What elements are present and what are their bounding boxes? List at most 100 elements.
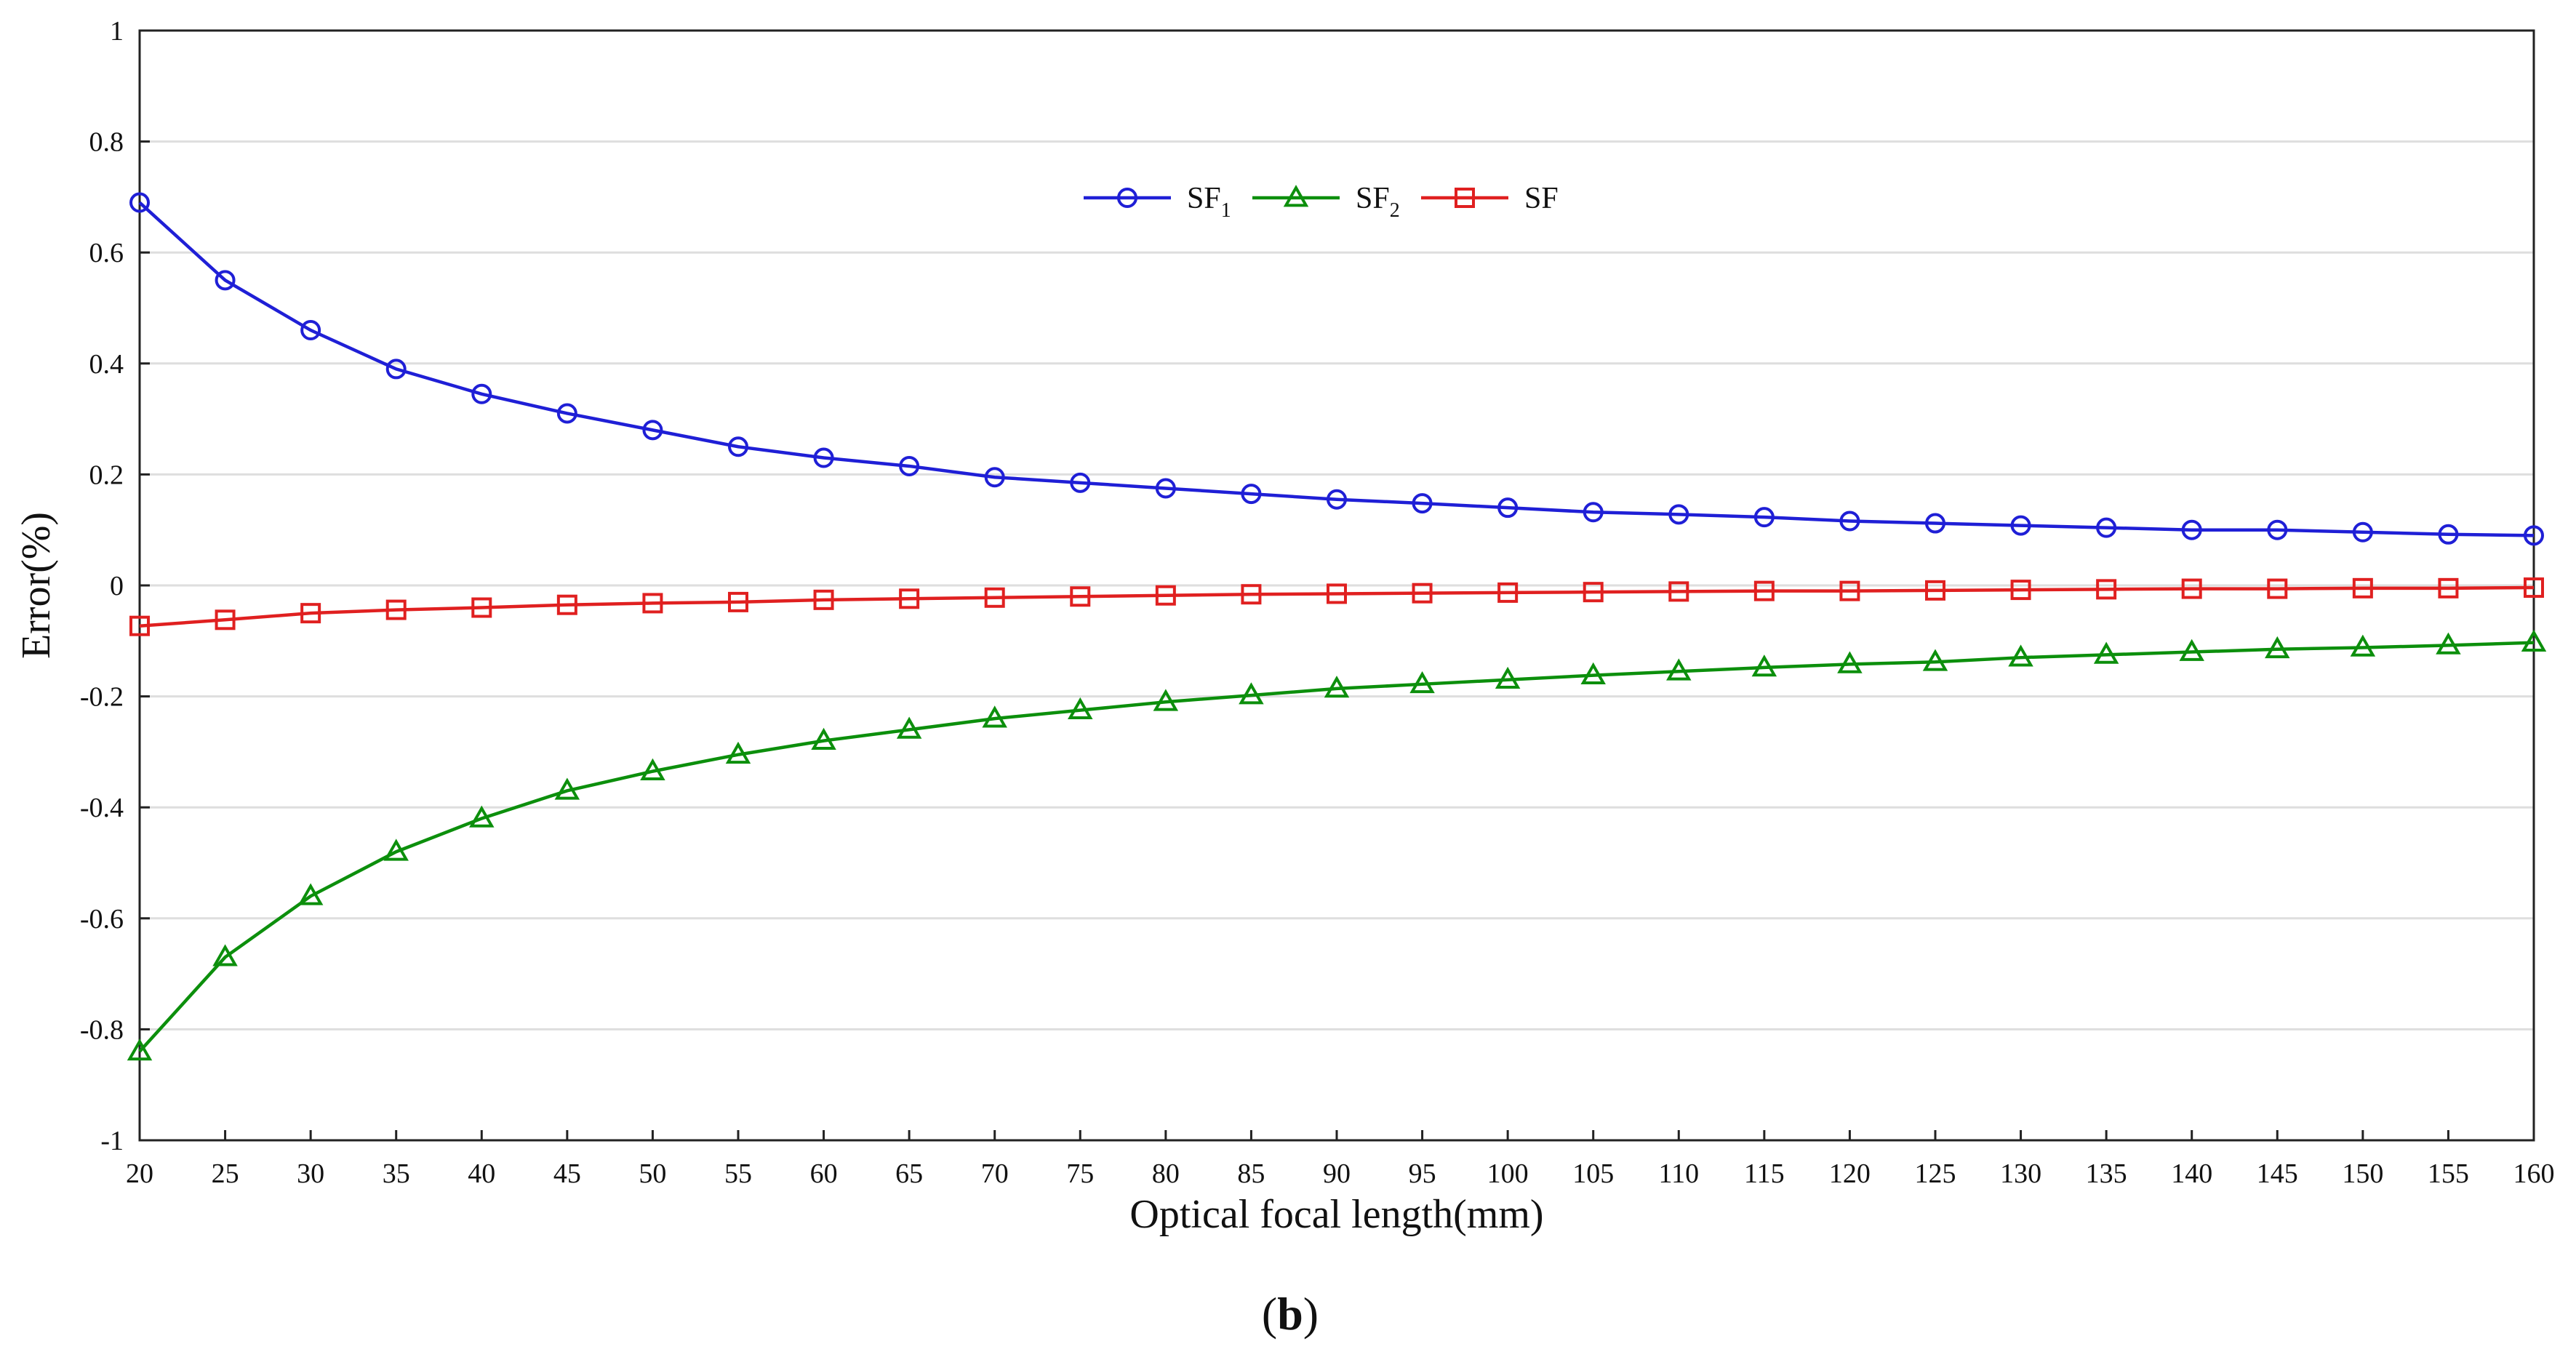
data-point xyxy=(2267,519,2288,540)
data-point xyxy=(728,436,748,457)
data-point xyxy=(1666,658,1692,681)
data-point xyxy=(2008,644,2033,667)
data-point xyxy=(2181,578,2202,599)
data-point xyxy=(2096,579,2117,600)
series-1 xyxy=(129,192,2544,546)
data-point xyxy=(297,883,324,905)
data-point xyxy=(1583,502,1604,523)
x-tick-label: 55 xyxy=(724,1158,752,1189)
data-point xyxy=(2438,577,2459,599)
data-point xyxy=(1327,583,1347,604)
data-point xyxy=(2181,519,2202,540)
legend-label: SF2 xyxy=(1356,182,1400,222)
legend-label: SF xyxy=(1524,182,1559,215)
x-tick-label: 145 xyxy=(2257,1158,2298,1189)
data-point xyxy=(1497,582,1519,603)
legend: SF1 SF2 SF xyxy=(1084,182,1559,222)
x-tick-label: 95 xyxy=(1409,1158,1436,1189)
series-2 xyxy=(127,629,2547,1061)
x-axis-title: Optical focal length(mm) xyxy=(1129,1192,1543,1237)
data-point xyxy=(1580,662,1606,684)
data-point xyxy=(2521,629,2547,652)
x-tick-label: 70 xyxy=(981,1158,1009,1189)
data-point xyxy=(984,587,1005,608)
data-point xyxy=(1155,585,1176,606)
data-point xyxy=(1497,497,1519,519)
x-tick-label: 90 xyxy=(1323,1158,1351,1189)
data-point xyxy=(212,944,238,966)
y-tick-label: -0.2 xyxy=(80,682,124,713)
legend-marker xyxy=(1117,188,1137,208)
series-layer xyxy=(127,192,2547,1061)
x-tick-label: 140 xyxy=(2171,1158,2212,1189)
x-tick-label: 160 xyxy=(2513,1158,2555,1189)
data-point xyxy=(2524,525,2544,546)
data-point xyxy=(1753,507,1775,528)
data-point xyxy=(556,403,577,424)
x-tick-label: 75 xyxy=(1066,1158,1094,1189)
y-tick-label: -0.6 xyxy=(80,904,124,934)
x-tick-label: 50 xyxy=(639,1158,666,1189)
data-point xyxy=(1837,651,1863,673)
data-point xyxy=(1668,504,1689,525)
data-point xyxy=(469,805,495,828)
data-point xyxy=(385,599,407,620)
data-point xyxy=(728,591,748,612)
data-point xyxy=(385,359,407,380)
data-point xyxy=(129,615,150,636)
data-point xyxy=(2096,517,2117,538)
x-tick-label: 110 xyxy=(1658,1158,1699,1189)
x-tick-label: 120 xyxy=(1829,1158,1871,1189)
data-point xyxy=(1751,655,1777,677)
x-tick-label: 65 xyxy=(895,1158,923,1189)
legend-label: SF1 xyxy=(1187,182,1231,222)
data-point xyxy=(642,593,663,614)
data-point xyxy=(471,383,492,404)
data-point xyxy=(1241,584,1262,605)
data-point xyxy=(640,758,665,780)
data-point xyxy=(899,588,920,609)
data-point xyxy=(982,705,1007,728)
data-point xyxy=(642,420,663,441)
data-point xyxy=(1412,583,1433,604)
data-point xyxy=(811,727,836,750)
data-point xyxy=(383,838,409,861)
data-point xyxy=(813,589,834,610)
data-point xyxy=(554,777,580,800)
y-axis-title: Error(%) xyxy=(14,512,59,659)
data-point xyxy=(300,320,321,341)
legend-marker xyxy=(1283,185,1309,207)
data-point xyxy=(1412,493,1433,514)
subfigure-label: (b) xyxy=(1262,1288,1319,1340)
data-point xyxy=(2352,521,2373,543)
data-point xyxy=(127,1038,153,1061)
data-point xyxy=(1239,682,1264,705)
data-point xyxy=(2093,641,2119,664)
y-tick-label: 1 xyxy=(110,16,124,47)
data-point xyxy=(215,609,236,631)
data-point xyxy=(1753,580,1775,601)
legend-entry-1: SF1 xyxy=(1084,182,1231,222)
x-tick-label: 115 xyxy=(1744,1158,1785,1189)
data-point xyxy=(129,192,150,213)
data-point xyxy=(2524,577,2544,599)
data-point xyxy=(1925,513,1945,534)
data-point xyxy=(215,270,236,291)
data-point xyxy=(1070,472,1091,493)
series-line xyxy=(138,201,2535,537)
y-tick-label: 0.4 xyxy=(89,349,124,380)
x-tick-label: 155 xyxy=(2428,1158,2469,1189)
x-tick-label: 150 xyxy=(2342,1158,2383,1189)
y-tick-label: -0.8 xyxy=(80,1014,124,1045)
data-point xyxy=(1070,586,1091,607)
data-point xyxy=(1409,671,1435,694)
data-point xyxy=(1241,484,1262,505)
data-point xyxy=(1839,511,1860,532)
data-point xyxy=(813,447,834,468)
data-point xyxy=(1583,582,1604,603)
data-point xyxy=(2350,634,2376,657)
y-tick-label: 0.2 xyxy=(89,460,124,490)
data-point xyxy=(2179,639,2204,661)
series-3 xyxy=(129,577,2544,636)
